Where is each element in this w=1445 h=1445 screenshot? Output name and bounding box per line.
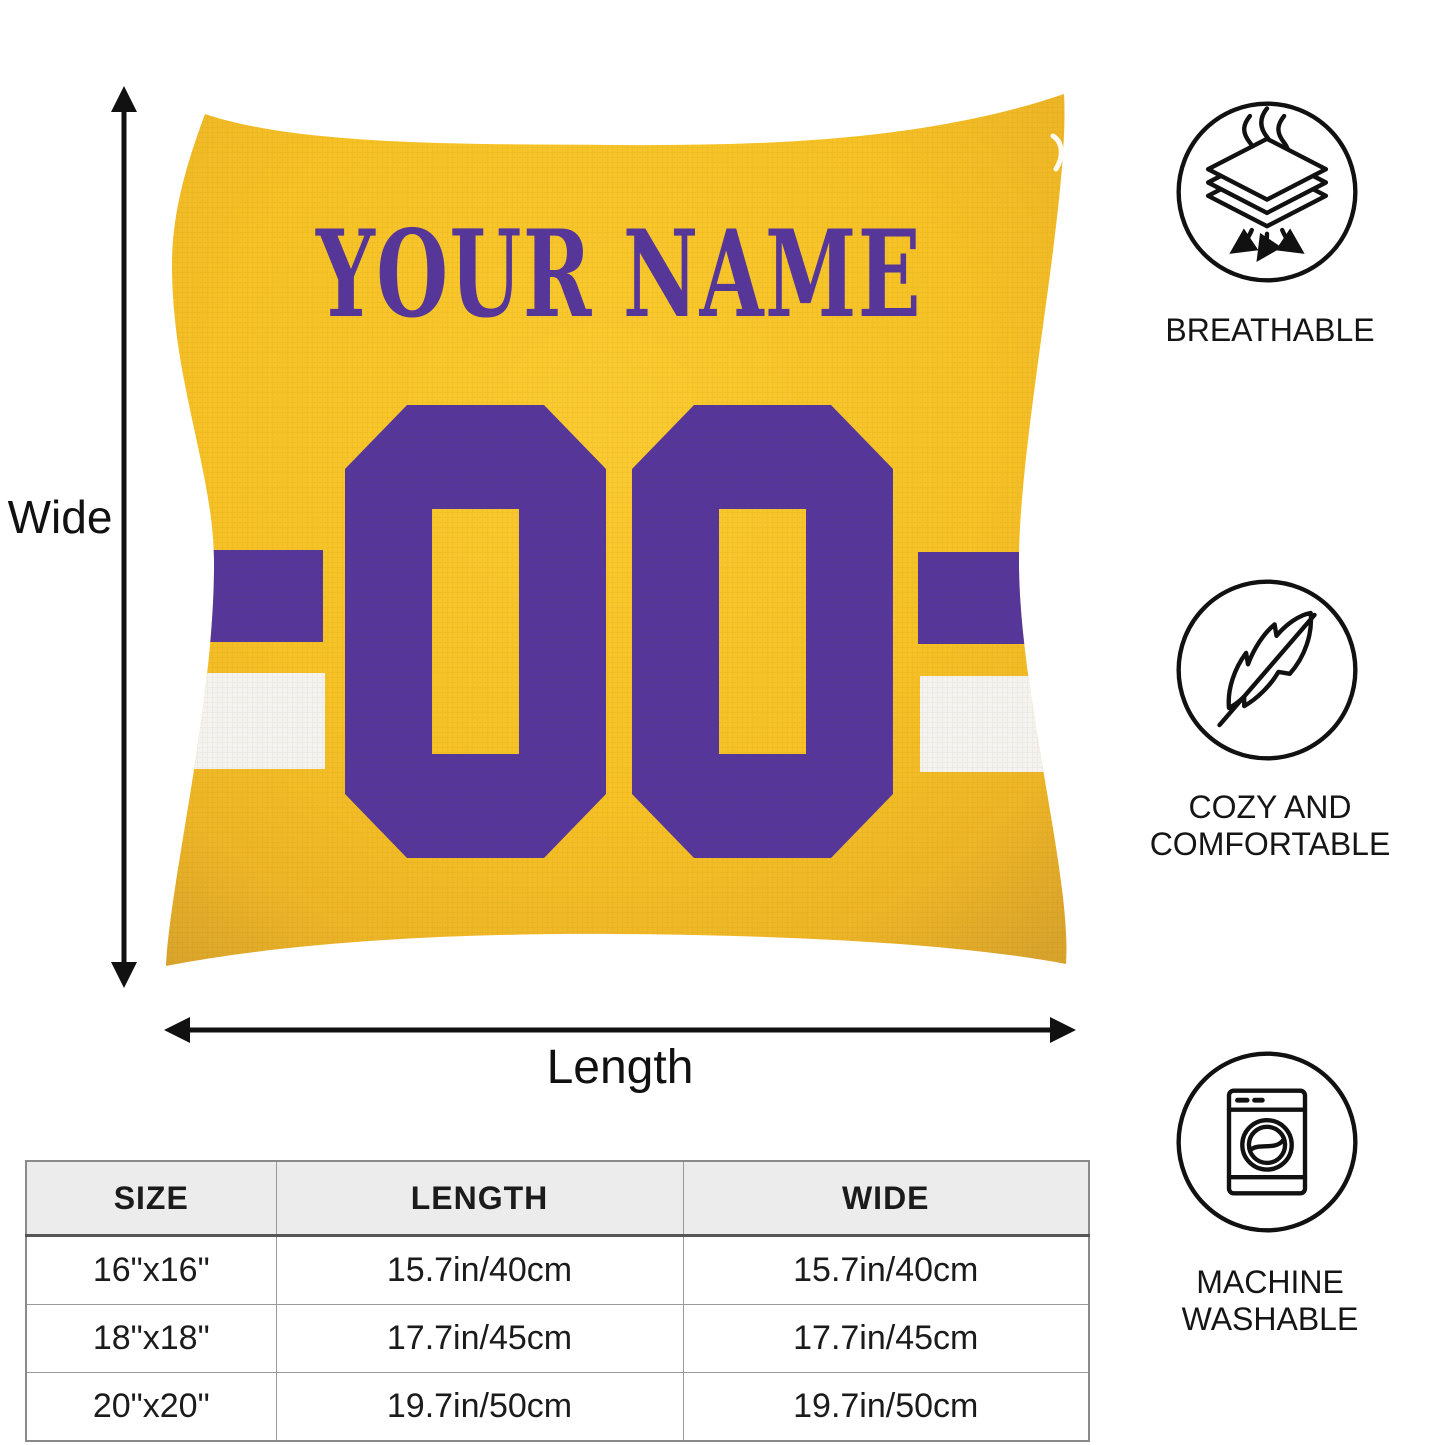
cozy-comfortable-label: COZY AND COMFORTABLE bbox=[1149, 789, 1391, 862]
wide-column-header: WIDE bbox=[682, 1160, 1090, 1237]
feather-icon bbox=[1176, 579, 1358, 761]
size-table: SIZE LENGTH WIDE 16"x16" 15.7in/40cm 15.… bbox=[25, 1160, 1090, 1442]
breathable-layers-icon bbox=[1176, 101, 1358, 283]
wide-cell: 15.7in/40cm bbox=[682, 1235, 1090, 1305]
wide-cell: 17.7in/45cm bbox=[682, 1304, 1090, 1373]
length-cell: 15.7in/40cm bbox=[275, 1235, 684, 1305]
size-cell: 16"x16" bbox=[25, 1235, 277, 1305]
table-row: 20"x20" 19.7in/50cm 19.7in/50cm bbox=[25, 1372, 1090, 1442]
wide-label: Wide bbox=[7, 491, 113, 543]
length-cell: 17.7in/45cm bbox=[275, 1304, 684, 1373]
breathable-label: BREATHABLE bbox=[1165, 312, 1375, 348]
length-column-header: LENGTH bbox=[275, 1160, 684, 1237]
size-table-header-row: SIZE LENGTH WIDE bbox=[25, 1160, 1090, 1237]
fabric-texture bbox=[166, 94, 1067, 966]
length-dimension-arrow bbox=[164, 1017, 1076, 1043]
machine-washable-label: MACHINE WASHABLE bbox=[1181, 1264, 1359, 1337]
table-row: 18"x18" 17.7in/45cm 17.7in/45cm bbox=[25, 1304, 1090, 1373]
wide-cell: 19.7in/50cm bbox=[682, 1372, 1090, 1442]
length-label: Length bbox=[546, 1041, 694, 1094]
washing-machine-icon bbox=[1176, 1051, 1358, 1233]
table-row: 16"x16" 15.7in/40cm 15.7in/40cm bbox=[25, 1235, 1090, 1305]
size-cell: 18"x18" bbox=[25, 1304, 277, 1373]
wide-dimension-arrow bbox=[111, 86, 137, 988]
size-column-header: SIZE bbox=[25, 1160, 277, 1237]
zipper-pull bbox=[1050, 133, 1064, 172]
size-cell: 20"x20" bbox=[25, 1372, 277, 1442]
length-cell: 19.7in/50cm bbox=[275, 1372, 684, 1442]
